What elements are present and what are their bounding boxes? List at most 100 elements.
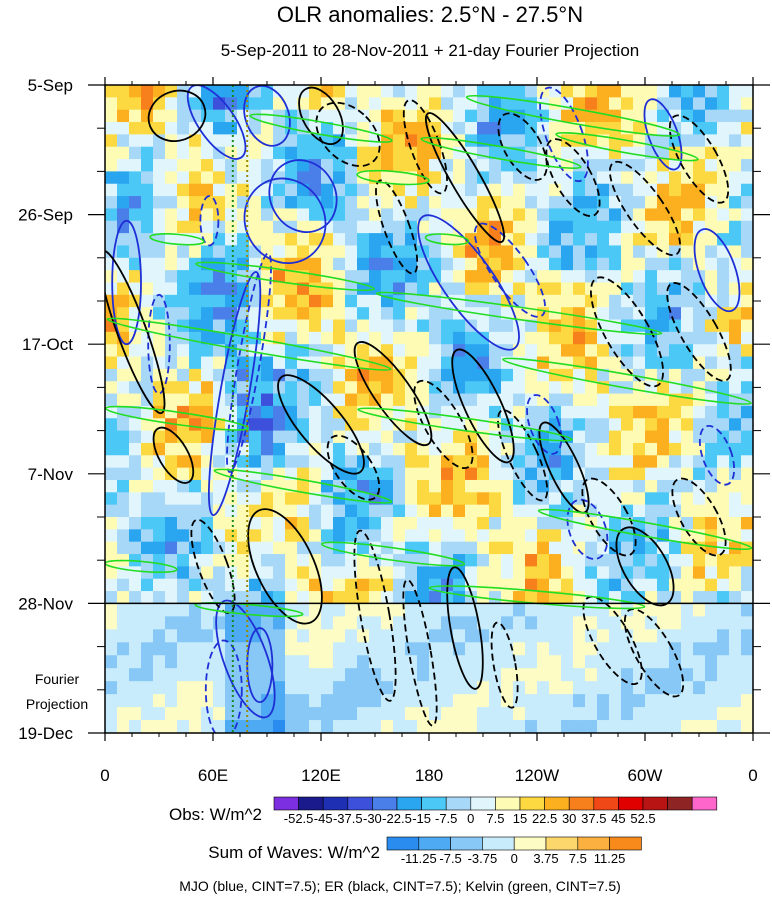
obs-cell: [213, 122, 226, 135]
obs-cell: [429, 541, 442, 555]
obs-cell: [333, 504, 346, 518]
projection-cell: [489, 603, 502, 617]
obs-cell: [561, 554, 574, 567]
obs-cell: [321, 492, 334, 506]
obs-cell: [261, 109, 274, 123]
obs-cell: [345, 393, 358, 407]
projection-cell: [669, 694, 682, 708]
obs-cell: [717, 270, 730, 284]
projection-cell: [369, 668, 382, 682]
obs-cell: [681, 319, 694, 333]
obs-cell: [717, 566, 730, 580]
obs-cell: [177, 159, 190, 172]
obs-cell: [693, 591, 706, 604]
obs-cell: [453, 282, 466, 296]
kelvin-contour: [424, 233, 470, 246]
obs-cell: [681, 196, 694, 210]
obs-cell: [717, 356, 730, 370]
obs-cell: [201, 344, 214, 358]
obs-cell: [453, 122, 466, 135]
er-contour: [668, 114, 730, 204]
projection-cell: [141, 720, 154, 733]
obs-cell: [693, 245, 706, 259]
projection-cell: [597, 720, 610, 733]
obs-cell: [501, 122, 514, 135]
obs-cell: [585, 282, 598, 296]
obs-cell: [333, 220, 346, 234]
projection-cell: [345, 720, 358, 733]
obs-cell: [105, 220, 118, 234]
y-tick-label: 17-Oct: [22, 335, 73, 354]
obs-cell: [129, 344, 142, 358]
obs-cell: [189, 393, 202, 407]
obs-cell: [465, 517, 478, 530]
obs-cell: [333, 442, 346, 456]
obs-cell: [417, 442, 430, 456]
obs-cell: [105, 455, 118, 469]
obs-cell: [357, 109, 370, 123]
projection-cell: [633, 629, 646, 643]
obs-cell: [489, 529, 502, 543]
obs-cell: [357, 294, 370, 308]
obs-cell: [741, 109, 753, 123]
obs-cell: [309, 578, 322, 592]
obs-cell: [189, 418, 202, 432]
obs-cell: [405, 294, 418, 308]
obs-cell: [285, 331, 298, 345]
er-contour: [402, 99, 448, 195]
projection-cell: [693, 616, 706, 630]
projection-cell: [129, 681, 142, 695]
obs-cell: [453, 294, 466, 308]
er-contour: [298, 86, 344, 145]
obs-cell: [405, 85, 418, 98]
obs-cell: [585, 97, 598, 111]
obs-cell: [297, 504, 310, 518]
obs-cell: [117, 183, 130, 197]
projection-cell: [645, 642, 658, 656]
obs-cell: [405, 97, 418, 111]
projection-cell: [249, 603, 262, 617]
obs-cell: [285, 245, 298, 259]
projection-cell: [489, 655, 502, 669]
projection-cell: [621, 668, 634, 682]
obs-cell: [609, 257, 622, 271]
obs-cell: [477, 405, 490, 419]
projection-cell: [585, 642, 598, 656]
projection-cell: [669, 707, 682, 721]
projection-cell: [525, 707, 538, 721]
obs-cell: [321, 467, 334, 481]
obs-cell: [141, 171, 154, 185]
projection-cell: [501, 720, 514, 733]
obs-cell: [741, 220, 753, 234]
obs-cell: [645, 307, 658, 321]
projection-cell: [333, 655, 346, 669]
obs-cell: [357, 578, 370, 592]
obs-cell: [717, 405, 730, 419]
y-tick-label: 7-Nov: [28, 465, 74, 484]
obs-cell: [729, 344, 742, 358]
projection-cell: [645, 707, 658, 721]
obs-cell: [429, 331, 442, 345]
obs-cell: [273, 529, 286, 543]
obs-cell: [525, 591, 538, 604]
projection-cell: [525, 603, 538, 617]
obs-cell: [213, 479, 226, 493]
obs-cell: [741, 554, 753, 567]
obs-cell: [633, 294, 646, 308]
obs-cell: [465, 430, 478, 444]
obs-cell: [597, 430, 610, 444]
projection-cell: [213, 681, 226, 695]
obs-cell: [657, 307, 670, 321]
obs-cell: [381, 554, 394, 567]
obs-cell: [705, 418, 718, 432]
obs-cell: [633, 134, 646, 148]
obs-cell: [633, 578, 646, 592]
obs-cell: [513, 492, 526, 506]
obs-cell: [693, 405, 706, 419]
obs-cell: [693, 208, 706, 222]
projection-cell: [657, 668, 670, 682]
obs-cell: [705, 405, 718, 419]
obs-cell: [165, 578, 178, 592]
obs-cell: [405, 578, 418, 592]
obs-cell: [297, 566, 310, 580]
